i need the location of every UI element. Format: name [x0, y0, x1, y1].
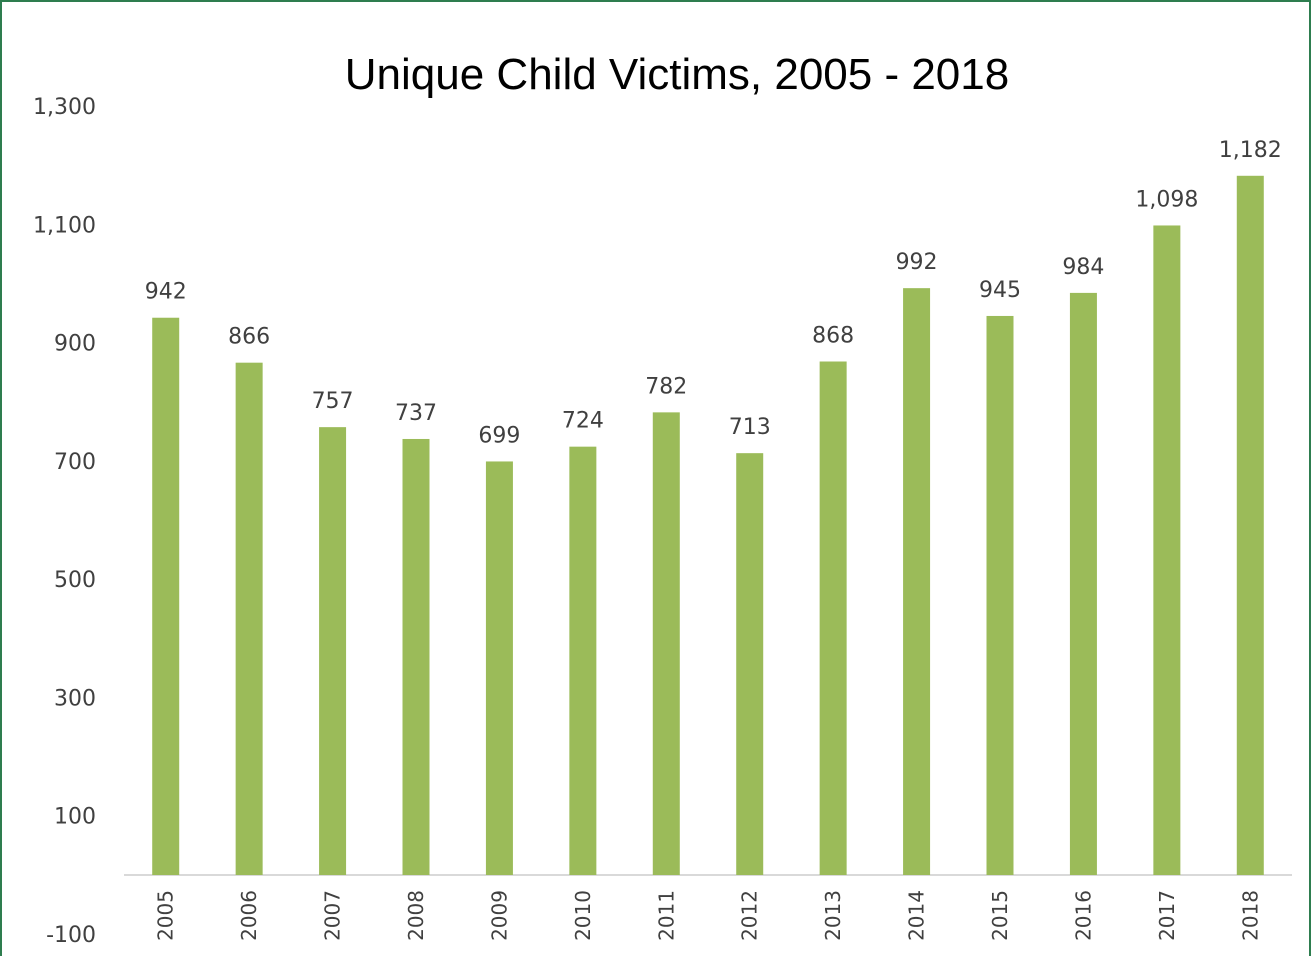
data-label-2016: 984 — [1062, 255, 1104, 280]
bar-2009 — [485, 461, 513, 875]
bar-2010 — [569, 446, 597, 875]
y-tick-label: 100 — [54, 805, 96, 830]
x-tick-label-2018: 2018 — [1238, 890, 1262, 941]
data-label-2015: 945 — [979, 278, 1021, 303]
y-tick-label: 300 — [54, 686, 96, 711]
data-labels: 942 866 757 737 699 724 782 713 868 992 945 984 1,09… — [145, 138, 1282, 449]
y-tick-label: 1,300 — [33, 95, 96, 120]
data-label-2017: 1,098 — [1135, 187, 1198, 212]
x-tick-label-2015: 2015 — [988, 890, 1012, 941]
y-tick-label: -100 — [46, 923, 96, 948]
x-tick-label-2005: 2005 — [154, 890, 178, 941]
bar-2005 — [152, 317, 180, 875]
bar-2008 — [402, 438, 430, 875]
x-tick-label-2012: 2012 — [738, 890, 762, 941]
data-label-2014: 992 — [896, 250, 938, 275]
bar-2017 — [1153, 225, 1181, 875]
data-label-2010: 724 — [562, 409, 604, 434]
y-tick-label: 500 — [54, 568, 96, 593]
data-label-2009: 699 — [478, 423, 520, 448]
bar-2016 — [1069, 292, 1097, 875]
bar-2015 — [986, 315, 1014, 875]
data-label-2012: 713 — [729, 415, 771, 440]
y-tick-label: 1,100 — [33, 213, 96, 238]
bar-2007 — [319, 427, 347, 875]
bar-2011 — [652, 412, 680, 875]
x-tick-label-2009: 2009 — [487, 890, 511, 941]
x-axis-ticks: 2005 2006 2007 2008 2009 2010 2011 2012 2013 2014… — [154, 890, 1263, 941]
bar-2012 — [736, 453, 764, 875]
data-label-2007: 757 — [312, 389, 354, 414]
data-label-2013: 868 — [812, 323, 854, 348]
x-tick-label-2017: 2017 — [1155, 890, 1179, 941]
x-tick-label-2013: 2013 — [821, 890, 845, 941]
data-label-2006: 866 — [228, 325, 270, 350]
chart-title: Unique Child Victims, 2005 - 2018 — [345, 50, 1009, 99]
bar-2006 — [235, 362, 263, 875]
x-tick-label-2007: 2007 — [321, 890, 345, 941]
data-label-2008: 737 — [395, 401, 437, 426]
bar-2013 — [819, 361, 847, 875]
y-tick-label: 900 — [54, 332, 96, 357]
x-tick-label-2016: 2016 — [1071, 890, 1095, 941]
x-tick-label-2011: 2011 — [654, 890, 678, 941]
bar-2014 — [903, 288, 931, 875]
x-tick-label-2014: 2014 — [905, 890, 929, 941]
y-axis-ticks: -100 100 300 500 700 900 1,100 1,300 — [33, 95, 96, 948]
bars — [152, 175, 1264, 875]
data-label-2018: 1,182 — [1219, 138, 1282, 163]
y-tick-label: 700 — [54, 450, 96, 475]
x-tick-label-2010: 2010 — [571, 890, 595, 941]
data-label-2005: 942 — [145, 280, 187, 305]
x-tick-label-2006: 2006 — [237, 890, 261, 941]
bar-2018 — [1236, 175, 1264, 875]
data-label-2011: 782 — [645, 374, 687, 399]
x-tick-label-2008: 2008 — [404, 890, 428, 941]
